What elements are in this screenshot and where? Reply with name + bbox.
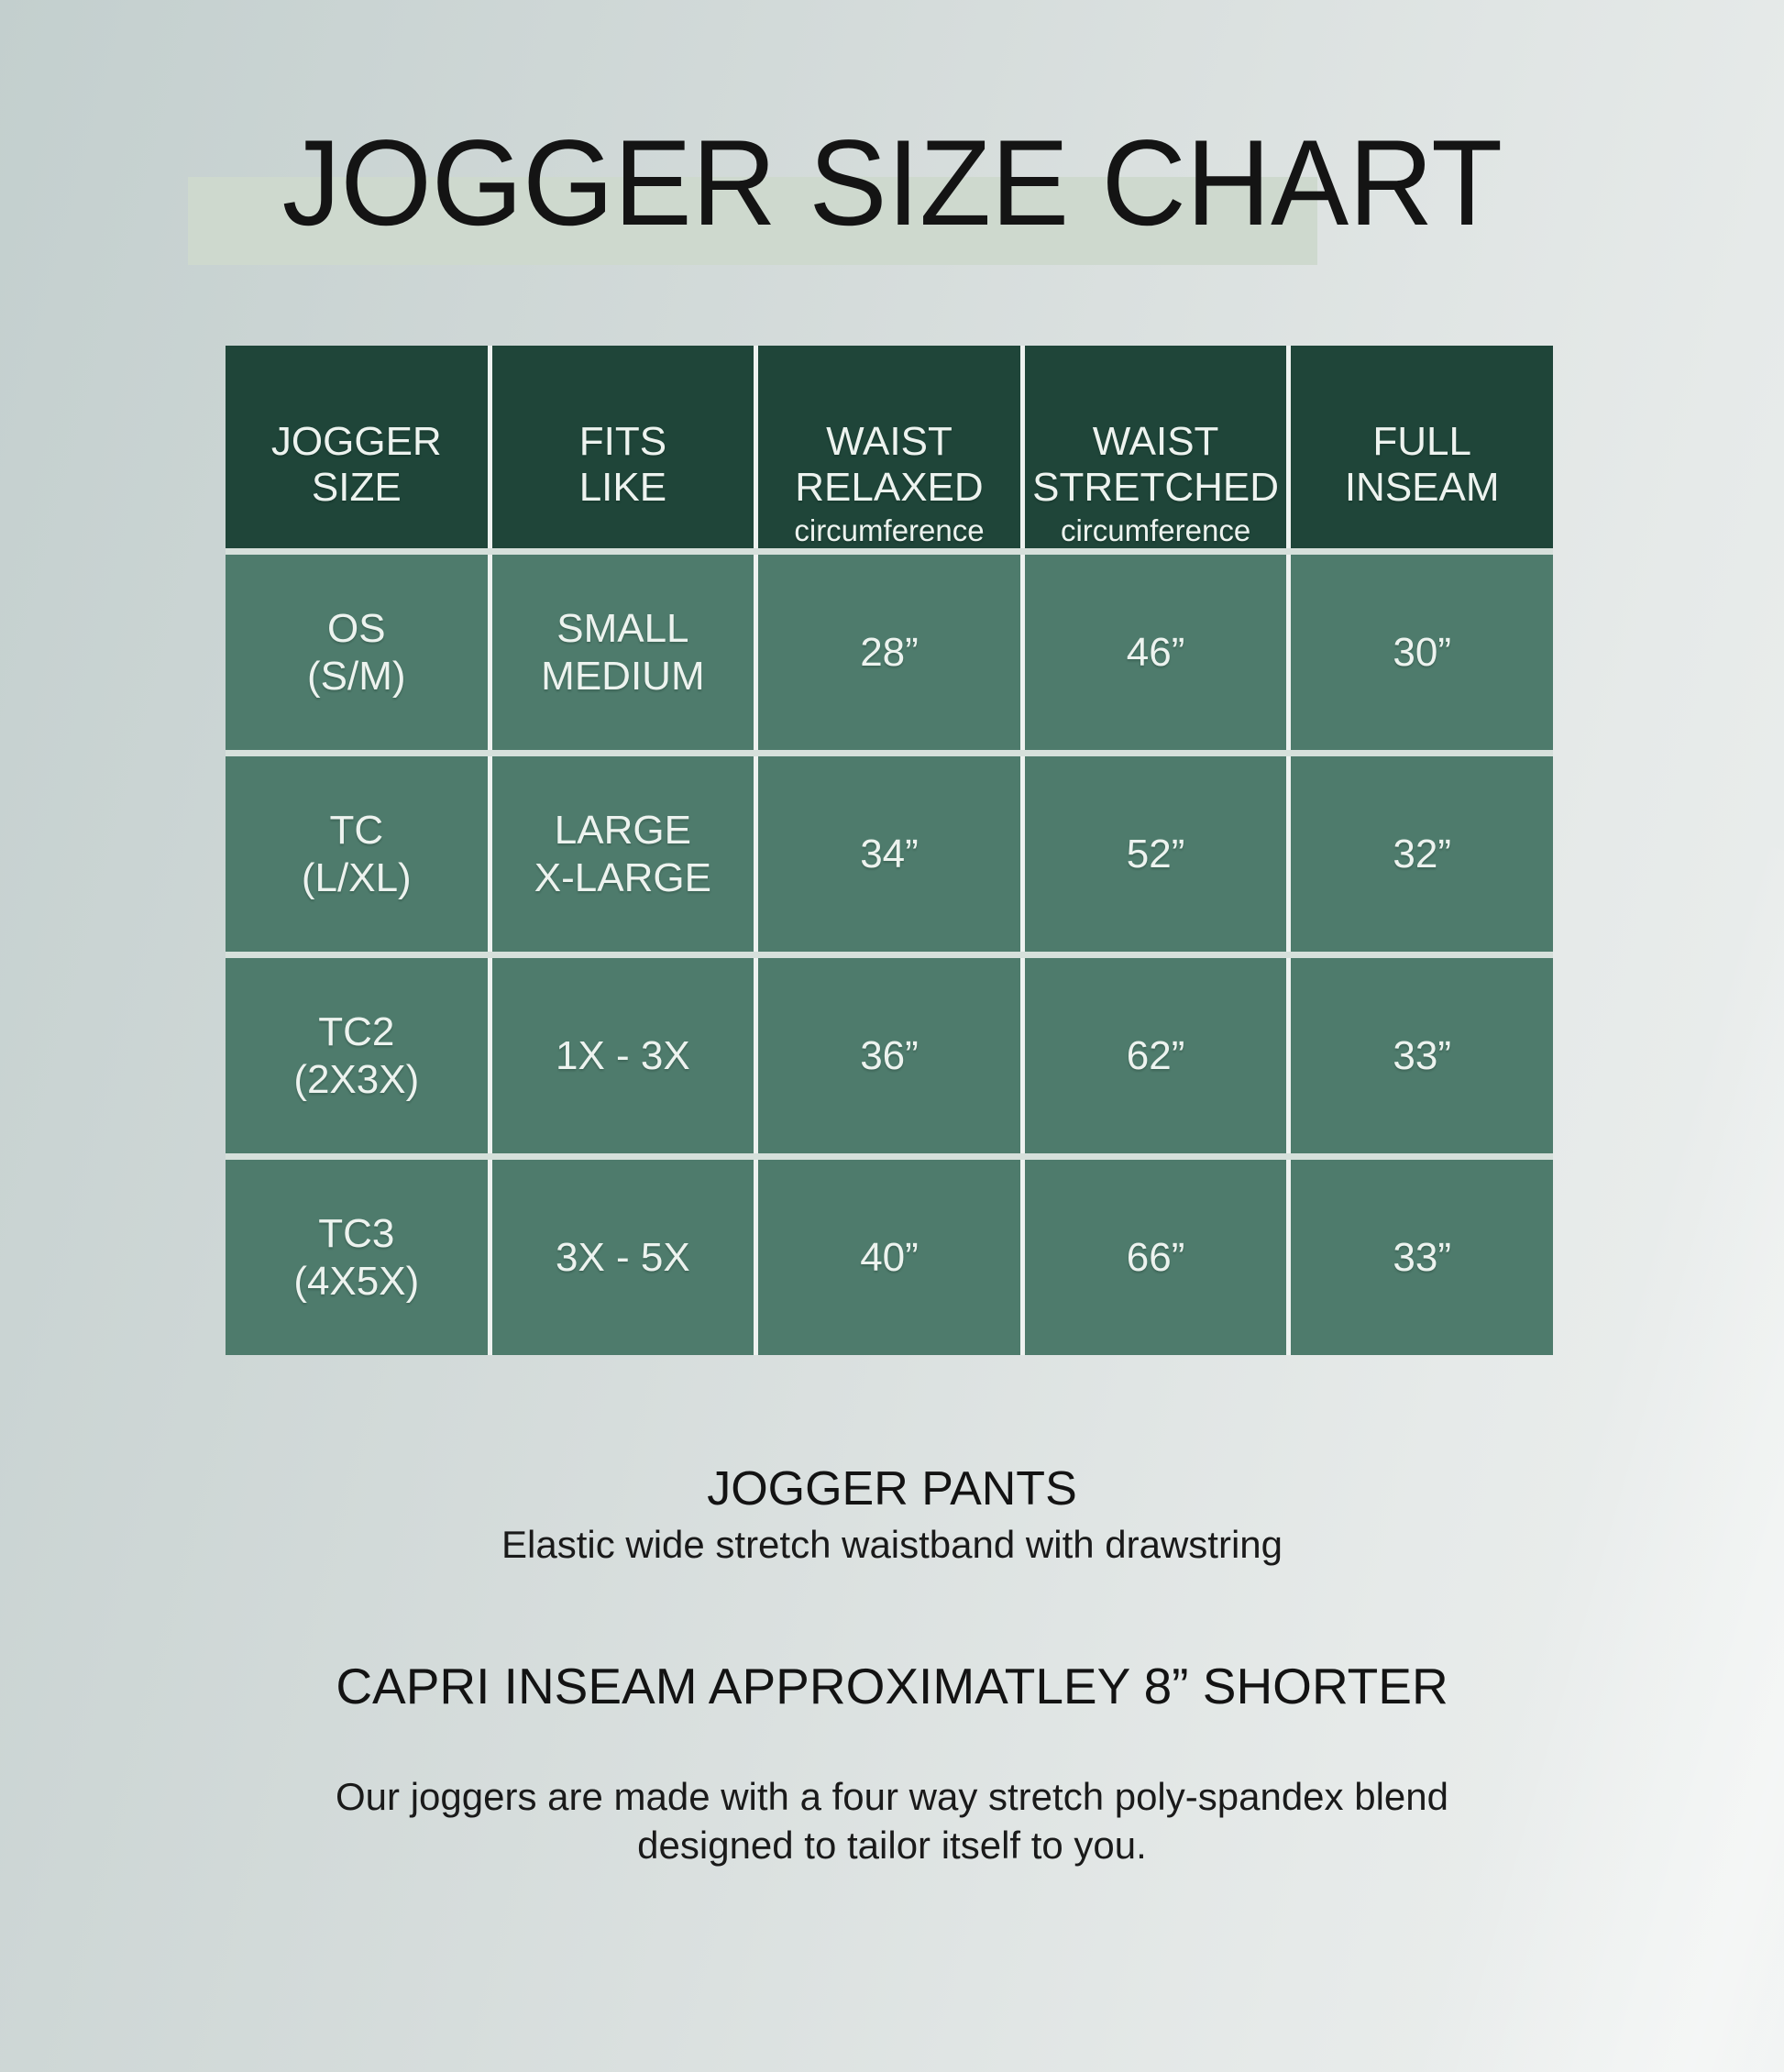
cell-line: TC3 (318, 1210, 395, 1256)
header-label: LIKE (578, 465, 667, 510)
cell-line: TC2 (318, 1008, 395, 1054)
table-cell-size: TC3 (4X5X) (226, 1160, 488, 1355)
table-cell-size: OS (S/M) (226, 555, 488, 750)
column-header-waist-relaxed: WAIST RELAXED circumference (754, 346, 1020, 548)
size-chart-table: JOGGER SIZE FITS LIKE WAIST RELAXED circ… (226, 346, 1553, 1355)
cell-line: (4X5X) (293, 1258, 420, 1304)
capri-inseam-note: CAPRI INSEAM APPROXIMATLEY 8” SHORTER (336, 1658, 1448, 1714)
table-cell-full-inseam: 32” (1286, 756, 1553, 952)
cell-line: 28” (860, 629, 919, 675)
table-cell-size: TC2 (2X3X) (226, 958, 488, 1153)
cell-line: X-LARGE (534, 854, 711, 900)
page-title: JOGGER SIZE CHART (0, 123, 1784, 245)
cell-line: (2X3X) (293, 1056, 420, 1102)
table-row-tc: TC (L/XL) LARGE X-LARGE 34” 52” 32” (226, 750, 1553, 952)
table-cell-fits-like: 1X - 3X (487, 958, 754, 1153)
header-label: SIZE (311, 465, 402, 510)
title-highlight-bar (188, 177, 1317, 265)
column-header-jogger-size: JOGGER SIZE (226, 346, 488, 548)
table-row-tc3: TC3 (4X5X) 3X - 5X 40” 66” 33” (226, 1153, 1553, 1355)
table-cell-waist-relaxed: 36” (754, 958, 1020, 1153)
cell-line: 30” (1393, 629, 1451, 675)
column-header-full-inseam: FULL INSEAM (1286, 346, 1553, 548)
header-label: FITS (578, 419, 667, 464)
cell-line: 1X - 3X (556, 1032, 690, 1078)
table-cell-waist-stretched: 46” (1019, 555, 1287, 750)
header-label: WAIST (826, 419, 953, 464)
cell-line: LARGE (554, 807, 691, 853)
table-header-row: JOGGER SIZE FITS LIKE WAIST RELAXED circ… (226, 346, 1553, 548)
table-cell-waist-relaxed: 40” (754, 1160, 1020, 1355)
table-cell-waist-stretched: 66” (1019, 1160, 1287, 1355)
material-note: Our joggers are made with a four way str… (0, 1772, 1784, 1869)
table-row-tc2: TC2 (2X3X) 1X - 3X 36” 62” 33” (226, 952, 1553, 1153)
header-label: RELAXED (795, 465, 984, 510)
cell-line: OS (327, 605, 386, 651)
table-cell-waist-stretched: 62” (1019, 958, 1287, 1153)
header-sublabel: circumference (1060, 513, 1251, 547)
product-title: JOGGER PANTS (707, 1462, 1077, 1515)
cell-line: MEDIUM (541, 653, 705, 699)
header-label: WAIST (1092, 419, 1219, 464)
table-row-os: OS (S/M) SMALL MEDIUM 28” 46” 30” (226, 548, 1553, 750)
page-title-text: JOGGER SIZE CHART (281, 116, 1503, 251)
table-cell-full-inseam: 33” (1286, 1160, 1553, 1355)
material-note-line-1: Our joggers are made with a four way str… (336, 1775, 1448, 1818)
header-label: STRETCHED (1032, 465, 1280, 510)
table-cell-waist-stretched: 52” (1019, 756, 1287, 952)
table-cell-size: TC (L/XL) (226, 756, 488, 952)
header-sublabel: circumference (794, 513, 985, 547)
cell-line: SMALL (556, 605, 689, 651)
table-cell-full-inseam: 30” (1286, 555, 1553, 750)
table-cell-waist-relaxed: 28” (754, 555, 1020, 750)
cell-line: 46” (1126, 629, 1185, 675)
column-header-waist-stretched: WAIST STRETCHED circumference (1019, 346, 1287, 548)
material-note-line-2: designed to tailor itself to you. (637, 1824, 1147, 1867)
cell-line: 33” (1393, 1234, 1451, 1280)
cell-line: 40” (860, 1234, 919, 1280)
cell-line: (L/XL) (301, 854, 412, 900)
header-label: INSEAM (1344, 465, 1500, 510)
header-label: JOGGER (270, 419, 442, 464)
table-cell-full-inseam: 33” (1286, 958, 1553, 1153)
cell-line: (S/M) (307, 653, 406, 699)
table-cell-fits-like: LARGE X-LARGE (487, 756, 754, 952)
header-label: FULL (1372, 419, 1471, 464)
cell-line: 52” (1126, 831, 1185, 876)
cell-line: TC (329, 807, 384, 853)
cell-line: 34” (860, 831, 919, 876)
column-header-fits-like: FITS LIKE (487, 346, 754, 548)
cell-line: 66” (1126, 1234, 1185, 1280)
cell-line: 32” (1393, 831, 1451, 876)
cell-line: 62” (1126, 1032, 1185, 1078)
table-cell-fits-like: SMALL MEDIUM (487, 555, 754, 750)
table-cell-fits-like: 3X - 5X (487, 1160, 754, 1355)
product-subtitle: Elastic wide stretch waistband with draw… (501, 1523, 1283, 1566)
cell-line: 33” (1393, 1032, 1451, 1078)
table-cell-waist-relaxed: 34” (754, 756, 1020, 952)
cell-line: 3X - 5X (556, 1234, 690, 1280)
cell-line: 36” (860, 1032, 919, 1078)
